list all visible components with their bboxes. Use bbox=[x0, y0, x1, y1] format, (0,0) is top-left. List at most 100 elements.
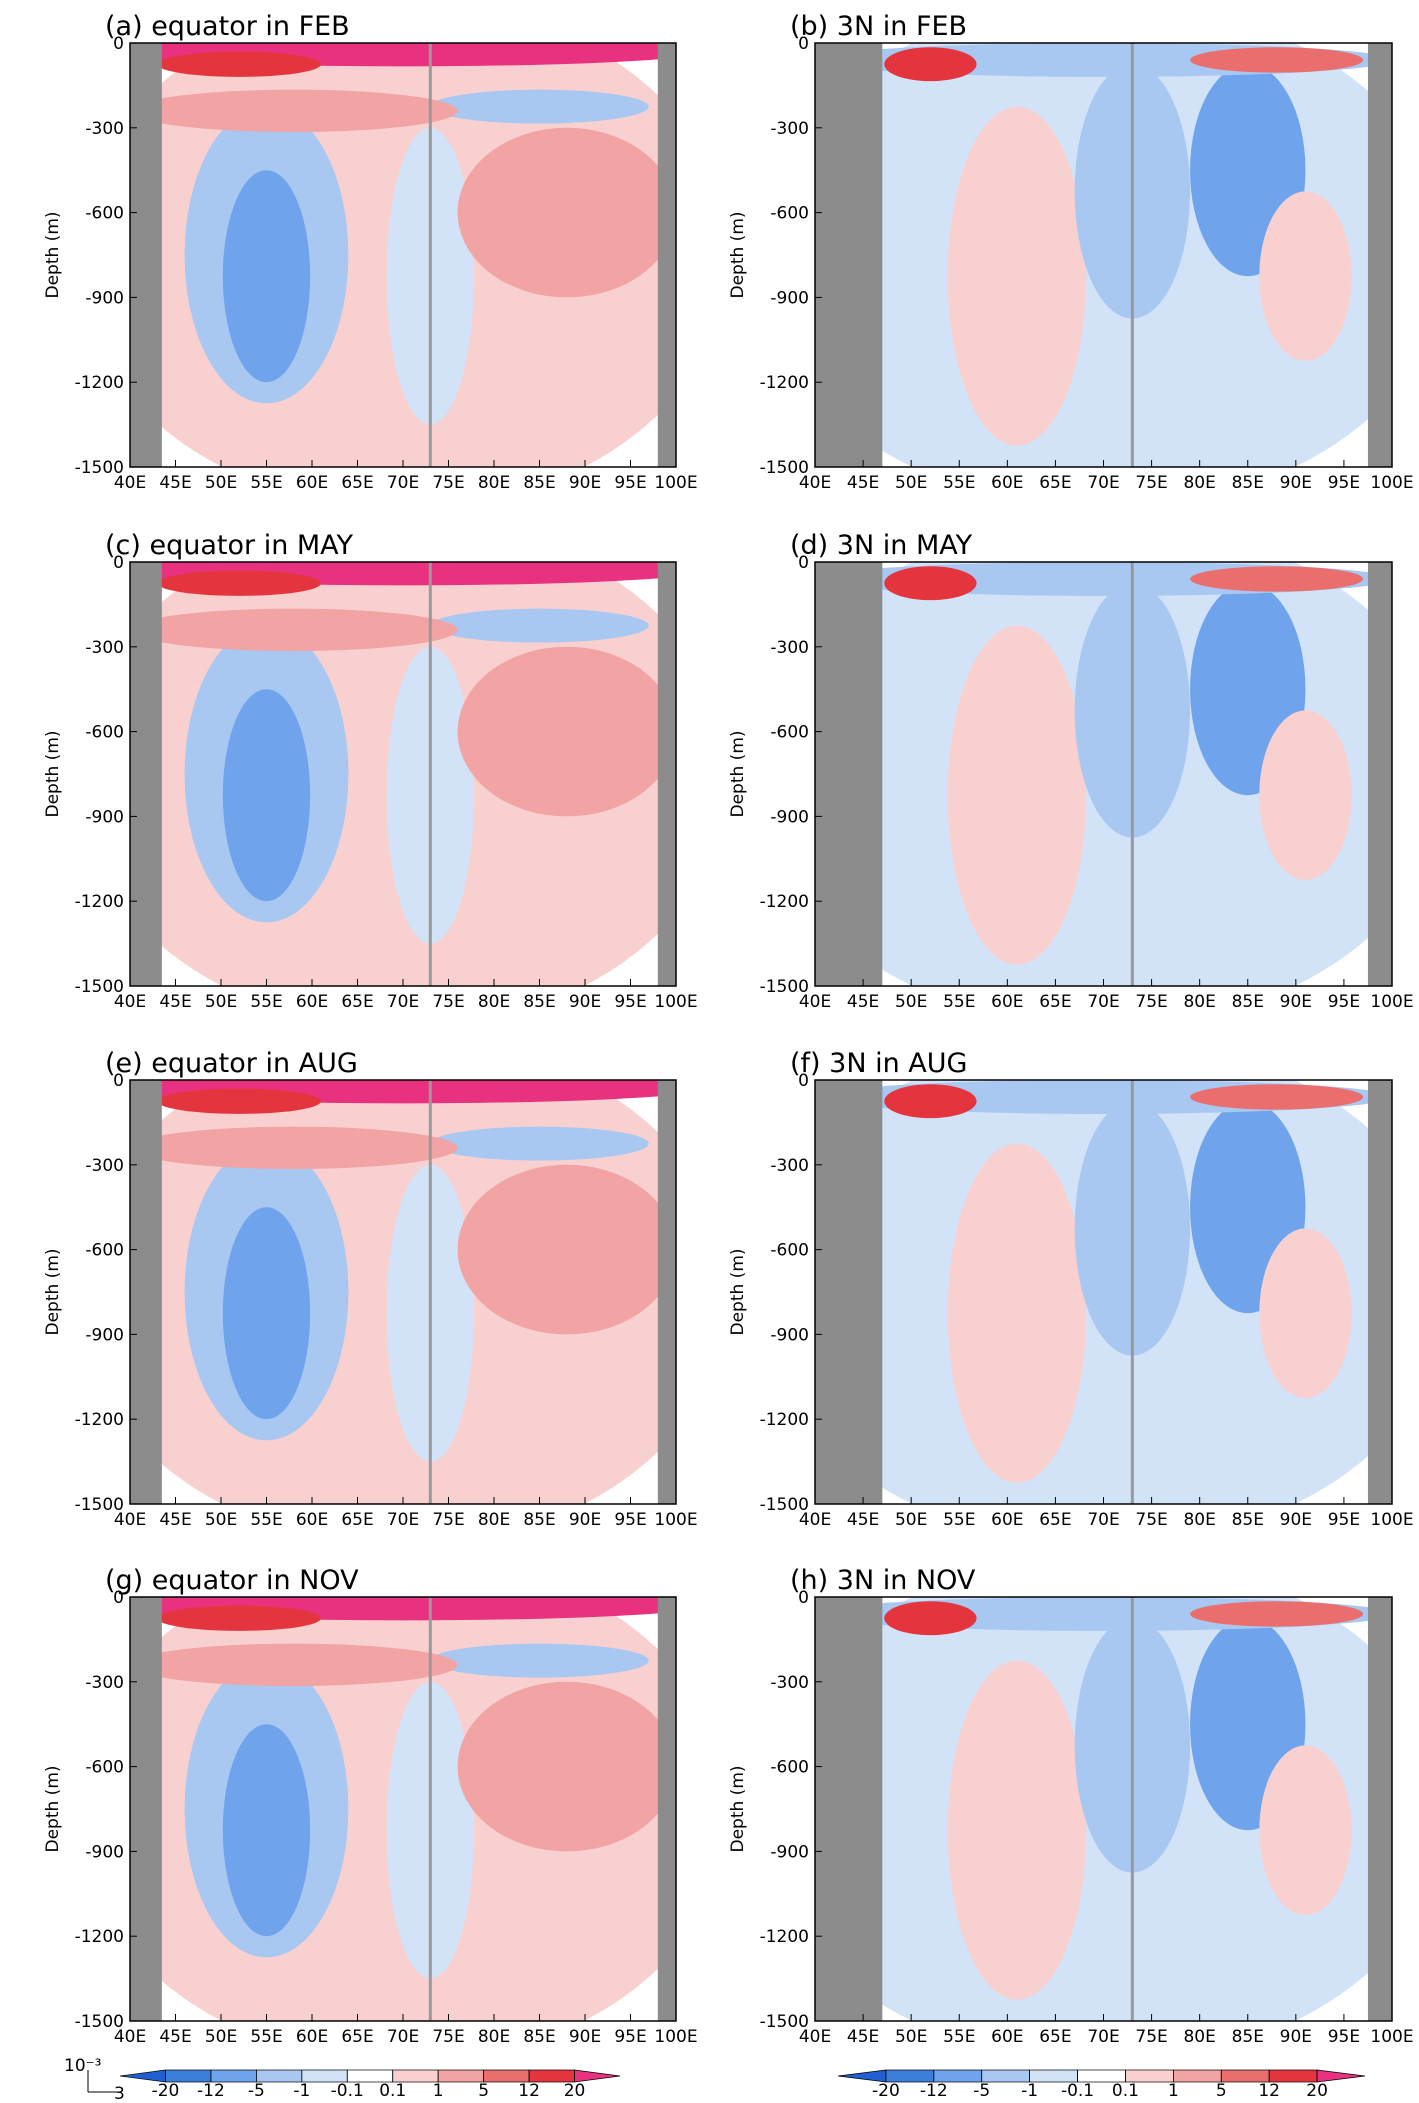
y-tick-label: -600 bbox=[770, 1241, 809, 1261]
field-patch bbox=[947, 1660, 1087, 2000]
x-tick-label: 85E bbox=[1232, 992, 1264, 1012]
x-tick-label: 65E bbox=[1039, 2027, 1071, 2047]
x-tick-label: 60E bbox=[296, 1510, 328, 1530]
x-tick-label: 100E bbox=[1370, 473, 1413, 493]
land bbox=[130, 1080, 162, 1504]
x-tick-label: 50E bbox=[895, 992, 927, 1012]
x-tick-label: 65E bbox=[341, 473, 373, 493]
field-patch bbox=[1190, 1601, 1364, 1627]
y-tick-label: -900 bbox=[770, 288, 809, 308]
x-tick-label: 75E bbox=[432, 992, 464, 1012]
field-patch bbox=[947, 625, 1087, 965]
field bbox=[815, 1597, 1392, 2021]
x-tick-label: 65E bbox=[341, 1510, 373, 1530]
y-tick-label: -300 bbox=[770, 1156, 809, 1176]
field-patch bbox=[1190, 47, 1364, 73]
x-tick-label: 55E bbox=[250, 2027, 282, 2047]
x-tick-label: 95E bbox=[614, 992, 646, 1012]
x-tick-label: 40E bbox=[114, 2027, 146, 2047]
panel-title: (d) 3N in MAY bbox=[790, 530, 973, 561]
x-tick-label: 45E bbox=[159, 473, 191, 493]
colorbar-label: 20 bbox=[1306, 2081, 1328, 2099]
land bbox=[130, 43, 162, 467]
y-tick-label: -300 bbox=[770, 638, 809, 658]
field-patch bbox=[1259, 1745, 1352, 1915]
x-tick-label: 60E bbox=[296, 992, 328, 1012]
x-tick-label: 90E bbox=[569, 1510, 601, 1530]
y-tick-label: 0 bbox=[113, 34, 124, 54]
y-label: Depth (m) bbox=[43, 1248, 63, 1335]
x-tick-label: 65E bbox=[341, 2027, 373, 2047]
colorbar-cell bbox=[1173, 2069, 1222, 2083]
y-tick-label: -900 bbox=[770, 807, 809, 827]
x-tick-label: 55E bbox=[250, 1510, 282, 1530]
x-tick-label: 75E bbox=[1135, 1510, 1167, 1530]
x-tick-label: 75E bbox=[432, 473, 464, 493]
x-tick-label: 95E bbox=[1328, 992, 1360, 1012]
x-tick-label: 85E bbox=[523, 473, 555, 493]
field-patch bbox=[1259, 710, 1352, 880]
field-patch bbox=[884, 566, 977, 601]
land bbox=[130, 1597, 162, 2021]
y-tick-label: -300 bbox=[85, 119, 124, 139]
x-tick-label: 55E bbox=[943, 1510, 975, 1530]
field-patch bbox=[222, 170, 311, 383]
x-tick-label: 100E bbox=[1370, 992, 1413, 1012]
x-tick-label: 90E bbox=[1280, 473, 1312, 493]
field-patch bbox=[157, 1605, 322, 1631]
x-tick-label: 45E bbox=[847, 2027, 879, 2047]
x-tick-label: 45E bbox=[159, 1510, 191, 1530]
colorbar-label: -12 bbox=[920, 2081, 948, 2099]
y-tick-label: 0 bbox=[798, 34, 809, 54]
x-tick-label: 85E bbox=[523, 1510, 555, 1530]
y-tick-label: -900 bbox=[85, 288, 124, 308]
x-tick-label: 55E bbox=[943, 992, 975, 1012]
field-patch bbox=[457, 1681, 676, 1852]
y-tick-label: -600 bbox=[85, 204, 124, 224]
x-tick-label: 65E bbox=[341, 992, 373, 1012]
field-patch bbox=[947, 1143, 1087, 1483]
x-tick-label: 55E bbox=[250, 992, 282, 1012]
x-tick-label: 40E bbox=[114, 992, 146, 1012]
x-tick-label: 90E bbox=[569, 473, 601, 493]
colorbar-label: 1 bbox=[433, 2081, 444, 2099]
field-patch bbox=[457, 127, 676, 298]
field bbox=[130, 43, 676, 467]
x-tick-label: 95E bbox=[1328, 473, 1360, 493]
x-tick-label: 95E bbox=[614, 2027, 646, 2047]
y-tick-label: -900 bbox=[85, 1325, 124, 1345]
y-label: Depth (m) bbox=[43, 1765, 63, 1852]
y-tick-label: -900 bbox=[85, 807, 124, 827]
field bbox=[815, 562, 1392, 986]
y-tick-label: -1500 bbox=[75, 2012, 124, 2032]
x-tick-label: 50E bbox=[205, 473, 237, 493]
panel-title: (f) 3N in AUG bbox=[790, 1048, 967, 1079]
x-tick-label: 95E bbox=[614, 1510, 646, 1530]
x-tick-label: 55E bbox=[943, 2027, 975, 2047]
panel-title: (e) equator in AUG bbox=[105, 1048, 358, 1079]
y-tick-label: -600 bbox=[770, 723, 809, 743]
y-label: Depth (m) bbox=[43, 211, 63, 298]
land bbox=[815, 1597, 883, 2021]
x-tick-label: 60E bbox=[991, 992, 1023, 1012]
y-tick-label: -1500 bbox=[75, 977, 124, 997]
panel-title: (b) 3N in FEB bbox=[790, 11, 967, 42]
y-tick-label: -600 bbox=[770, 1758, 809, 1778]
x-tick-label: 60E bbox=[991, 2027, 1023, 2047]
x-tick-label: 40E bbox=[799, 1510, 831, 1530]
field-patch bbox=[157, 570, 322, 596]
field-patch bbox=[157, 1088, 322, 1114]
x-tick-label: 40E bbox=[114, 1510, 146, 1530]
x-tick-label: 55E bbox=[943, 473, 975, 493]
x-tick-label: 85E bbox=[523, 2027, 555, 2047]
x-tick-label: 90E bbox=[1280, 1510, 1312, 1530]
land bbox=[815, 562, 883, 986]
y-tick-label: -300 bbox=[770, 1673, 809, 1693]
x-tick-label: 45E bbox=[159, 992, 191, 1012]
field-patch bbox=[430, 1643, 649, 1678]
y-tick-label: 0 bbox=[113, 553, 124, 573]
x-tick-label: 90E bbox=[1280, 2027, 1312, 2047]
colorbar-cell bbox=[437, 2069, 484, 2083]
y-label: Depth (m) bbox=[728, 1765, 748, 1852]
x-tick-label: 70E bbox=[387, 2027, 419, 2047]
